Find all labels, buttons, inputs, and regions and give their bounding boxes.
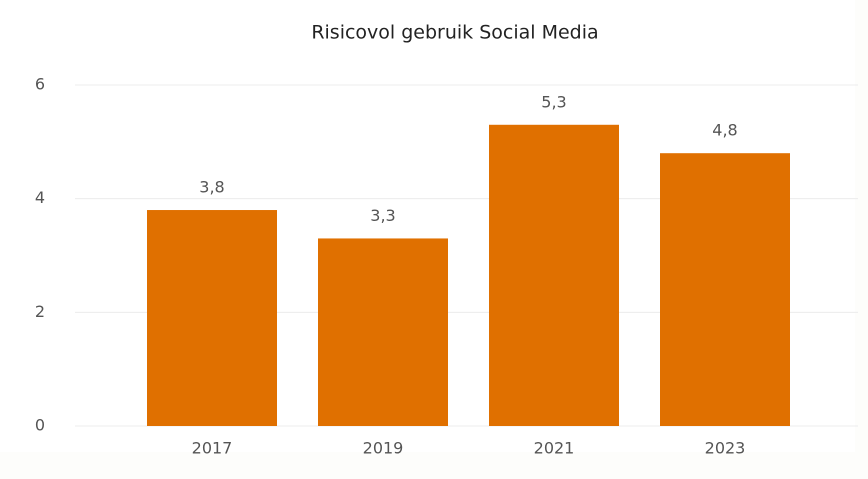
data-label: 3,8 — [199, 178, 224, 197]
bar — [147, 210, 277, 426]
bar — [660, 153, 790, 426]
y-tick-label: 4 — [35, 188, 45, 207]
y-tick-label: 0 — [35, 416, 45, 435]
bar — [489, 124, 619, 427]
chart-title: Risicovol gebruik Social Media — [311, 22, 598, 44]
data-label: 3,3 — [370, 206, 395, 225]
x-tick-label: 2023 — [705, 439, 746, 458]
bar — [318, 238, 448, 426]
x-tick-label: 2017 — [192, 439, 233, 458]
data-label: 4,8 — [712, 121, 737, 140]
y-tick-label: 6 — [35, 75, 45, 94]
x-tick-label: 2021 — [534, 439, 575, 458]
x-tick-label: 2019 — [363, 439, 404, 458]
y-tick-label: 2 — [35, 302, 45, 321]
data-label: 5,3 — [541, 92, 566, 111]
